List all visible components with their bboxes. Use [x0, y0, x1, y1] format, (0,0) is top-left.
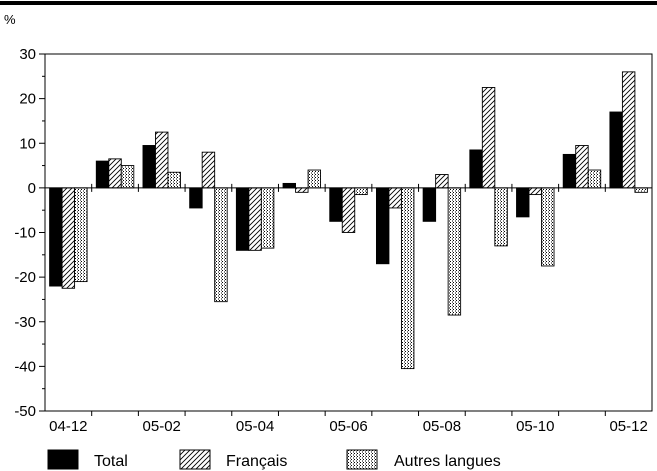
bar-2-0 — [74, 187, 88, 283]
unit-label: % — [4, 12, 16, 27]
bar-2-10 — [541, 187, 555, 267]
y-tick-label: -40 — [14, 358, 36, 375]
x-tick-label: 05-08 — [423, 418, 461, 435]
bar-2-2 — [167, 171, 181, 189]
bar-2-3 — [214, 187, 228, 303]
legend-label: Autres langues — [394, 453, 501, 470]
bar-0-7 — [375, 187, 390, 265]
bar-1-4 — [248, 187, 262, 251]
bar-2-4 — [260, 187, 275, 249]
y-axis-ticks: 30 20 10 0 -10 -20 -30 -40 -50 — [14, 46, 45, 420]
bar-0-3 — [189, 187, 203, 209]
bar-0-9 — [469, 149, 483, 189]
x-tick-label: 05-06 — [329, 418, 367, 435]
bar-2-1 — [120, 165, 135, 189]
bar-0-5 — [282, 182, 297, 189]
bar-0-6 — [329, 187, 343, 222]
legend-label: Français — [226, 453, 287, 470]
y-tick-label: 0 — [28, 180, 36, 197]
bar-1-12 — [621, 71, 636, 189]
bar-2-12 — [634, 187, 648, 193]
plot-frame — [44, 53, 653, 412]
y-tick-label: 30 — [19, 46, 36, 63]
bar-0-11 — [562, 153, 577, 189]
bars — [49, 71, 648, 370]
bar-1-5 — [295, 187, 309, 193]
bar-1-8 — [435, 174, 449, 189]
x-tick-label: 05-04 — [236, 418, 274, 435]
bar-1-2 — [155, 131, 169, 189]
legend: Total Français Autres langues — [47, 449, 501, 470]
legend-swatch — [179, 449, 211, 470]
bar-1-10 — [528, 187, 542, 196]
bar-1-3 — [201, 151, 216, 189]
bar-1-7 — [388, 187, 402, 209]
bar-1-11 — [575, 145, 589, 189]
bar-0-0 — [49, 187, 63, 287]
bar-2-9 — [494, 187, 508, 247]
x-tick-label: 05-10 — [516, 418, 554, 435]
y-tick-label: -30 — [14, 314, 36, 331]
x-axis-ticks: 04-12 05-02 05-04 05-06 05-08 05-10 05-12 — [49, 183, 648, 435]
bar-0-10 — [516, 187, 530, 218]
y-tick-label: 10 — [19, 135, 36, 152]
bar-1-9 — [481, 87, 496, 189]
legend-swatch — [47, 449, 79, 470]
bar-0-1 — [95, 160, 110, 189]
bar-2-5 — [307, 169, 322, 189]
legend-label: Total — [94, 453, 128, 470]
y-tick-label: -50 — [14, 403, 36, 420]
bar-0-12 — [609, 111, 623, 189]
bar-2-7 — [400, 187, 415, 370]
y-tick-label: -20 — [14, 269, 36, 286]
y-tick-label: -10 — [14, 225, 36, 242]
bar-1-1 — [108, 158, 122, 189]
x-tick-label: 05-02 — [143, 418, 181, 435]
bar-2-8 — [447, 187, 462, 316]
bar-2-6 — [354, 187, 368, 196]
bar-1-6 — [341, 187, 356, 233]
bar-0-4 — [235, 187, 250, 251]
bar-2-11 — [587, 169, 602, 189]
x-tick-label: 04-12 — [49, 418, 87, 435]
legend-swatch — [346, 449, 378, 470]
x-tick-label: 05-12 — [609, 418, 647, 435]
bar-1-0 — [61, 187, 76, 289]
y-tick-label: 20 — [19, 91, 36, 108]
bar-0-2 — [142, 145, 156, 189]
bar-0-8 — [422, 187, 437, 222]
